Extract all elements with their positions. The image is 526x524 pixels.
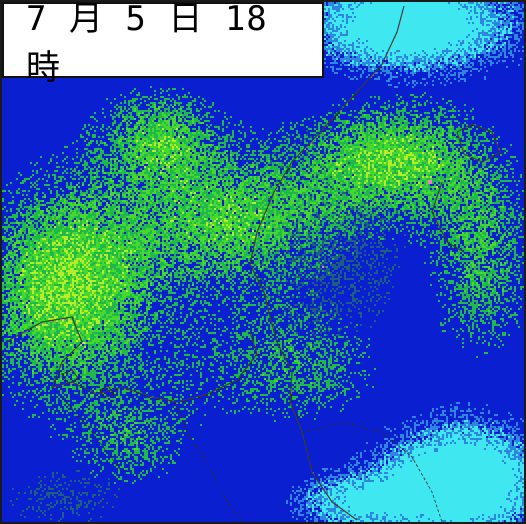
coastline-main [249, 5, 405, 521]
coastline-west [5, 316, 258, 403]
coastline-east [431, 123, 501, 253]
timestamp-label: 7 月 5 日 18 時 [2, 2, 324, 88]
prefecture-border [61, 396, 443, 522]
island-outline [61, 369, 115, 399]
